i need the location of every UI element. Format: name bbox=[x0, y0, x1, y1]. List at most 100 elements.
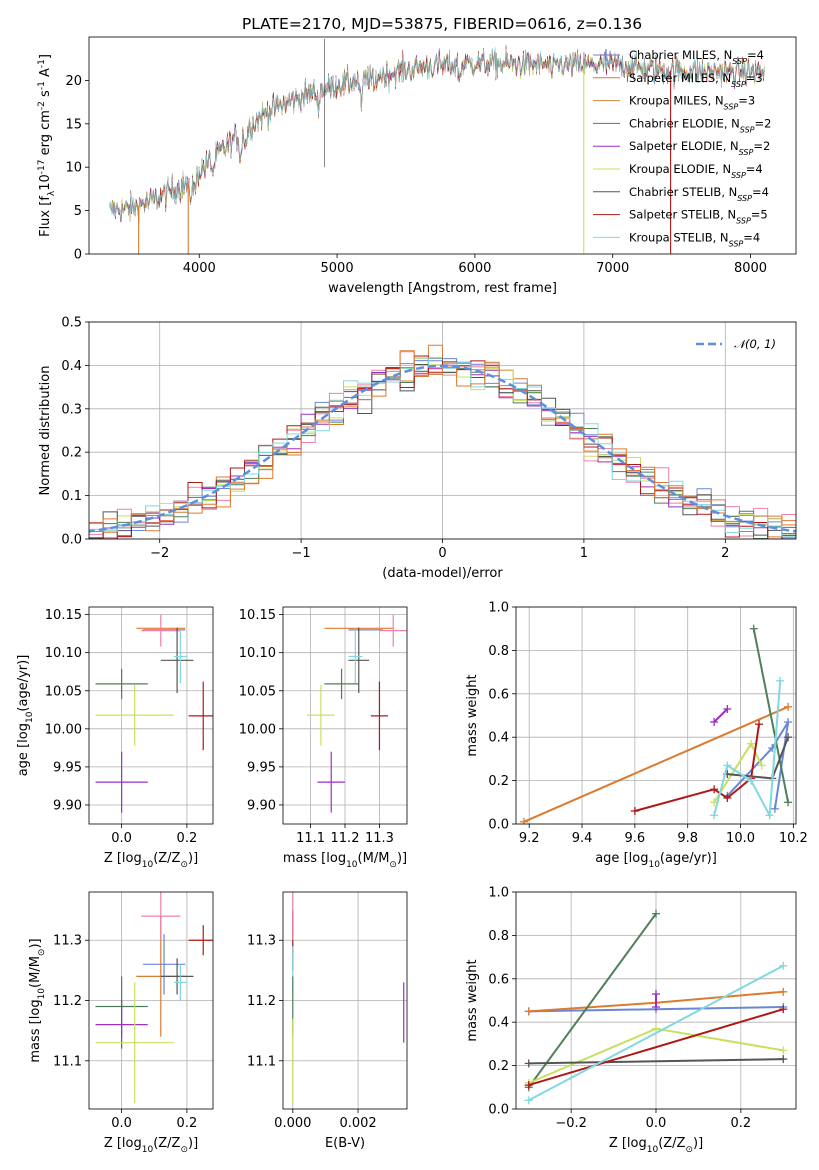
x-tick-label: 11.3 bbox=[365, 831, 394, 846]
y-axis-label: mass weight bbox=[465, 959, 480, 1041]
x-axis-label: E(B-V) bbox=[325, 1136, 365, 1151]
y-tick-label: 10.00 bbox=[45, 722, 82, 737]
panel-age_vs_Z: 0.0 0.2 9.90 9.95 10.00 10.05 10.10 10.15 Z [log… bbox=[16, 606, 214, 870]
y-tick-label: 9.95 bbox=[247, 760, 276, 775]
x-tick-label: 7000 bbox=[596, 261, 629, 276]
x-tick-label: 9.8 bbox=[677, 831, 698, 846]
legend-entry: Chabrier ELODIE, NSSP=2 bbox=[629, 116, 771, 133]
spectrum-line bbox=[109, 47, 765, 223]
weight-line bbox=[528, 964, 784, 1102]
y-tick-label: 10.05 bbox=[239, 684, 276, 699]
y-tick-label: 0.0 bbox=[61, 533, 82, 548]
y-tick-label: 11.3 bbox=[247, 934, 276, 949]
y-tick-label: 10.15 bbox=[45, 608, 82, 623]
x-tick-label: 6000 bbox=[458, 261, 491, 276]
x-tick-label: 10.2 bbox=[779, 831, 808, 846]
y-tick-label: 9.90 bbox=[53, 798, 82, 813]
axes-frame bbox=[88, 891, 214, 1110]
x-tick-label: 2 bbox=[721, 546, 729, 561]
y-tick-label: 0.6 bbox=[488, 972, 509, 987]
legend-entry: Kroupa STELIB, NSSP=4 bbox=[629, 230, 760, 248]
axes-frame bbox=[282, 891, 408, 1110]
y-tick-label: 10.10 bbox=[45, 646, 82, 661]
x-tick-label: 11.2 bbox=[331, 831, 360, 846]
x-tick-label: 9.2 bbox=[519, 831, 540, 846]
y-tick-label: 11.1 bbox=[53, 1054, 82, 1069]
y-tick-label: 9.90 bbox=[247, 798, 276, 813]
panel-weight_vs_Z: −0.2 0.0 0.2 0.0 0.2 0.4 0.6 0.8 1.0 Z [log10(Z/Z… bbox=[465, 886, 797, 1155]
plot-area-age_vs_Z bbox=[95, 614, 213, 813]
y-tick-label: 0 bbox=[74, 248, 82, 263]
x-tick-label: 0.000 bbox=[274, 1116, 311, 1131]
y-tick-label: 0.4 bbox=[488, 731, 509, 746]
y-tick-label: 0.2 bbox=[488, 1059, 509, 1074]
weight-line bbox=[528, 1008, 784, 1087]
x-axis-label: age [log10(age/yr)] bbox=[595, 851, 717, 870]
x-axis-label: (data-model)/error bbox=[382, 566, 503, 581]
y-tick-label: 9.95 bbox=[53, 760, 82, 775]
x-tick-label: 0.2 bbox=[177, 1116, 198, 1131]
axes-frame bbox=[515, 606, 797, 825]
panel-spectrum: 4000 5000 6000 7000 8000 0 5 10 15 20 wavelength [… bbox=[37, 36, 797, 296]
plot-area-mass_vs_ebv bbox=[292, 892, 405, 1103]
legend-entry: Chabrier MILES, NSSP=4 bbox=[629, 48, 764, 66]
y-tick-label: 10.05 bbox=[45, 684, 82, 699]
y-tick-label: 10 bbox=[65, 161, 82, 176]
y-tick-label: 0.3 bbox=[61, 402, 82, 417]
x-tick-label: 9.4 bbox=[572, 831, 593, 846]
y-tick-label: 0.4 bbox=[488, 1016, 509, 1031]
legend-entry: 𝒩(0, 1) bbox=[734, 337, 776, 351]
y-tick-label: 0.2 bbox=[61, 446, 82, 461]
y-axis-label: Flux [fλ10-17 erg cm-2 s-1 A-1] bbox=[37, 54, 57, 237]
legend-entry: Kroupa MILES, NSSP=3 bbox=[629, 94, 755, 112]
legend-entry: Salpeter STELIB, NSSP=5 bbox=[629, 208, 768, 226]
y-axis-label: age [log10(age/yr)] bbox=[16, 655, 35, 777]
y-tick-label: 1.0 bbox=[488, 886, 509, 901]
normal-curve bbox=[89, 364, 796, 533]
x-axis-label: Z [log10(Z/Z⊙)] bbox=[104, 1136, 198, 1155]
x-tick-label: 0.0 bbox=[111, 831, 132, 846]
x-tick-label: 0.0 bbox=[646, 1116, 667, 1131]
x-tick-label: 4000 bbox=[183, 261, 216, 276]
y-tick-label: 11.1 bbox=[247, 1054, 276, 1069]
legend-entry: Salpeter MILES, NSSP=3 bbox=[629, 71, 763, 89]
x-axis-label: Z [log10(Z/Z⊙)] bbox=[609, 1136, 703, 1155]
y-axis-label: mass [log10(M/M⊙)] bbox=[28, 938, 47, 1062]
x-tick-label: −0.2 bbox=[555, 1116, 587, 1131]
histogram-step bbox=[89, 350, 796, 539]
y-tick-label: 0.0 bbox=[488, 1103, 509, 1118]
y-tick-label: 11.2 bbox=[53, 994, 82, 1009]
x-tick-label: 10.0 bbox=[726, 831, 755, 846]
x-axis-label: mass [log10(M/M⊙)] bbox=[283, 851, 407, 870]
weight-line bbox=[713, 708, 729, 723]
x-tick-label: 0.2 bbox=[177, 831, 198, 846]
y-tick-label: 0.6 bbox=[488, 687, 509, 702]
axes-frame bbox=[88, 36, 797, 255]
y-tick-label: 0.0 bbox=[488, 818, 509, 833]
y-tick-label: 0.4 bbox=[61, 359, 82, 374]
plot-area-mass_vs_Z bbox=[95, 892, 213, 1103]
weight-line bbox=[528, 1058, 784, 1065]
y-tick-label: 0.8 bbox=[488, 644, 509, 659]
y-tick-label: 5 bbox=[74, 204, 82, 219]
legend-entry: Salpeter ELODIE, NSSP=2 bbox=[629, 139, 770, 157]
weight-line bbox=[752, 628, 790, 803]
y-tick-label: 15 bbox=[65, 117, 82, 132]
x-tick-label: 1 bbox=[580, 546, 588, 561]
x-tick-label: 0.002 bbox=[339, 1116, 376, 1131]
x-axis-label: Z [log10(Z/Z⊙)] bbox=[104, 851, 198, 870]
x-tick-label: 11.1 bbox=[296, 831, 325, 846]
panel-weight_vs_age: 9.2 9.4 9.6 9.8 10.0 10.2 0.0 0.2 0.4 0.6 0.8 1.0 ag… bbox=[465, 601, 808, 871]
axes-frame bbox=[515, 891, 797, 1110]
x-tick-label: 8000 bbox=[734, 261, 767, 276]
y-tick-label: 11.3 bbox=[53, 934, 82, 949]
axes-frame bbox=[282, 606, 408, 825]
weight-line bbox=[523, 705, 789, 823]
plot-area-age_vs_mass bbox=[307, 614, 407, 813]
axes-frame bbox=[88, 321, 797, 540]
axes-frame bbox=[88, 606, 214, 825]
legend-entry: Chabrier STELIB, NSSP=4 bbox=[629, 185, 769, 203]
x-tick-label: 0.2 bbox=[731, 1116, 752, 1131]
panel-residuals: −2 −1 0 1 2 0.0 0.1 0.2 0.3 0.4 0.5 (data-model)/er… bbox=[38, 316, 797, 581]
x-tick-label: 0.0 bbox=[111, 1116, 132, 1131]
